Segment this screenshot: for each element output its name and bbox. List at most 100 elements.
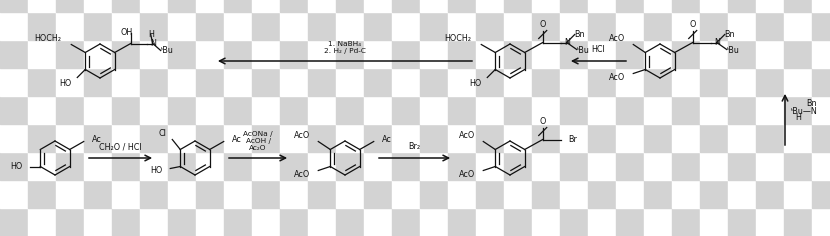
Bar xyxy=(392,208,420,236)
Bar xyxy=(364,208,392,236)
Bar xyxy=(616,12,644,40)
Bar xyxy=(700,68,728,96)
Bar xyxy=(504,12,532,40)
Bar xyxy=(336,152,364,180)
Bar xyxy=(280,124,308,152)
Bar xyxy=(560,68,588,96)
Bar xyxy=(224,68,252,96)
Bar xyxy=(420,68,448,96)
Bar xyxy=(448,96,476,124)
Bar xyxy=(616,124,644,152)
Bar xyxy=(784,208,812,236)
Bar xyxy=(196,40,224,68)
Bar xyxy=(616,40,644,68)
Bar xyxy=(84,40,112,68)
Bar xyxy=(756,40,784,68)
Bar xyxy=(280,208,308,236)
Bar xyxy=(756,208,784,236)
Bar xyxy=(756,152,784,180)
Bar xyxy=(224,40,252,68)
Bar xyxy=(476,124,504,152)
Bar xyxy=(56,12,84,40)
Bar xyxy=(308,152,336,180)
Bar xyxy=(560,40,588,68)
Bar xyxy=(560,152,588,180)
Bar xyxy=(392,124,420,152)
Bar xyxy=(812,96,830,124)
Bar xyxy=(504,208,532,236)
Bar xyxy=(784,0,812,12)
Bar xyxy=(196,0,224,12)
Bar xyxy=(308,180,336,208)
Bar xyxy=(168,12,196,40)
Bar xyxy=(28,40,56,68)
Bar xyxy=(588,0,616,12)
Bar xyxy=(168,152,196,180)
Bar xyxy=(0,208,28,236)
Text: Ac: Ac xyxy=(382,135,392,144)
Bar xyxy=(560,96,588,124)
Text: HO: HO xyxy=(469,79,481,88)
Bar xyxy=(140,180,168,208)
Bar xyxy=(196,12,224,40)
Bar xyxy=(56,68,84,96)
Bar xyxy=(672,40,700,68)
Bar xyxy=(56,152,84,180)
Bar xyxy=(644,68,672,96)
Bar xyxy=(28,12,56,40)
Text: AcO: AcO xyxy=(294,170,310,179)
Text: AcO: AcO xyxy=(459,170,476,179)
Bar xyxy=(728,68,756,96)
Bar xyxy=(196,152,224,180)
Bar xyxy=(392,96,420,124)
Bar xyxy=(252,152,280,180)
Bar xyxy=(616,180,644,208)
Text: OH: OH xyxy=(120,28,133,37)
Bar xyxy=(532,180,560,208)
Bar xyxy=(84,208,112,236)
Bar xyxy=(644,124,672,152)
Text: ᵗBu: ᵗBu xyxy=(577,46,589,55)
Bar xyxy=(0,124,28,152)
Text: N: N xyxy=(714,38,720,47)
Text: 1. NaBH₄
2. H₂ / Pd-C: 1. NaBH₄ 2. H₂ / Pd-C xyxy=(324,41,366,54)
Text: N: N xyxy=(149,39,156,48)
Bar xyxy=(476,180,504,208)
Bar xyxy=(28,124,56,152)
Bar xyxy=(168,180,196,208)
Text: O: O xyxy=(540,20,546,29)
Bar xyxy=(364,40,392,68)
Text: AcO: AcO xyxy=(294,131,310,140)
Text: AcONa /
AcOH /
Ac₂O: AcONa / AcOH / Ac₂O xyxy=(243,131,273,151)
Bar xyxy=(196,68,224,96)
Text: CH₂O / HCl: CH₂O / HCl xyxy=(100,142,142,151)
Bar xyxy=(616,208,644,236)
Bar xyxy=(644,180,672,208)
Bar xyxy=(140,124,168,152)
Text: Br₂: Br₂ xyxy=(408,142,421,151)
Bar xyxy=(28,180,56,208)
Bar xyxy=(308,0,336,12)
Bar xyxy=(728,152,756,180)
Bar xyxy=(756,180,784,208)
Bar xyxy=(336,96,364,124)
Bar xyxy=(448,40,476,68)
Bar xyxy=(504,96,532,124)
Bar xyxy=(56,40,84,68)
Bar xyxy=(392,68,420,96)
Bar xyxy=(28,96,56,124)
Bar xyxy=(392,12,420,40)
Bar xyxy=(700,12,728,40)
Bar xyxy=(728,96,756,124)
Text: HOCH₂: HOCH₂ xyxy=(444,34,471,43)
Bar xyxy=(0,40,28,68)
Bar xyxy=(504,40,532,68)
Bar xyxy=(224,0,252,12)
Bar xyxy=(672,180,700,208)
Bar xyxy=(616,0,644,12)
Text: Ac: Ac xyxy=(232,135,242,144)
Bar xyxy=(56,0,84,12)
Bar xyxy=(84,0,112,12)
Bar xyxy=(112,124,140,152)
Bar xyxy=(588,152,616,180)
